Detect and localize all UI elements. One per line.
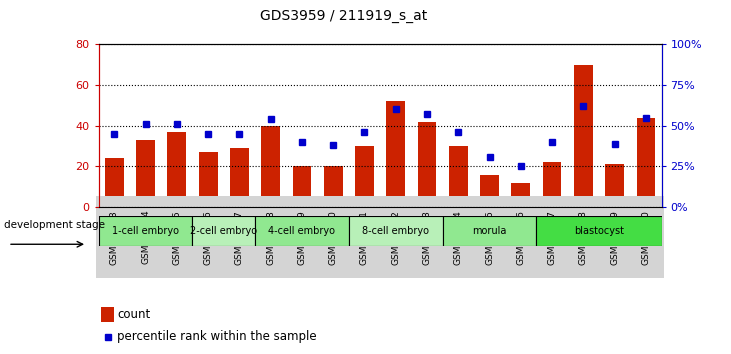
Text: count: count — [117, 308, 151, 321]
Text: 1-cell embryo: 1-cell embryo — [112, 226, 179, 236]
Bar — [480, 175, 499, 207]
Bar — [261, 126, 280, 207]
Bar — [105, 158, 124, 207]
Bar — [292, 166, 311, 207]
Bar — [542, 162, 561, 207]
Text: morula: morula — [472, 226, 507, 236]
Text: 2-cell embryo: 2-cell embryo — [190, 226, 257, 236]
Text: percentile rank within the sample: percentile rank within the sample — [117, 330, 317, 343]
Bar — [387, 101, 405, 207]
Bar — [574, 65, 593, 207]
Text: GDS3959 / 211919_s_at: GDS3959 / 211919_s_at — [260, 9, 427, 23]
Text: development stage: development stage — [4, 220, 105, 230]
Bar — [324, 166, 343, 207]
Bar — [637, 118, 655, 207]
Bar — [443, 216, 537, 246]
Bar — [99, 216, 192, 246]
Bar — [230, 148, 249, 207]
Bar — [136, 140, 155, 207]
Text: 8-cell embryo: 8-cell embryo — [363, 226, 429, 236]
Bar — [512, 183, 530, 207]
Bar — [349, 216, 443, 246]
Text: 4-cell embryo: 4-cell embryo — [268, 226, 336, 236]
Bar — [417, 122, 436, 207]
Text: blastocyst: blastocyst — [574, 226, 624, 236]
Bar — [167, 132, 186, 207]
Bar — [102, 307, 114, 321]
Bar — [192, 216, 255, 246]
Bar — [449, 146, 468, 207]
Bar — [537, 216, 662, 246]
Bar — [255, 216, 349, 246]
Bar — [199, 152, 218, 207]
Bar — [355, 146, 374, 207]
Bar — [605, 164, 624, 207]
